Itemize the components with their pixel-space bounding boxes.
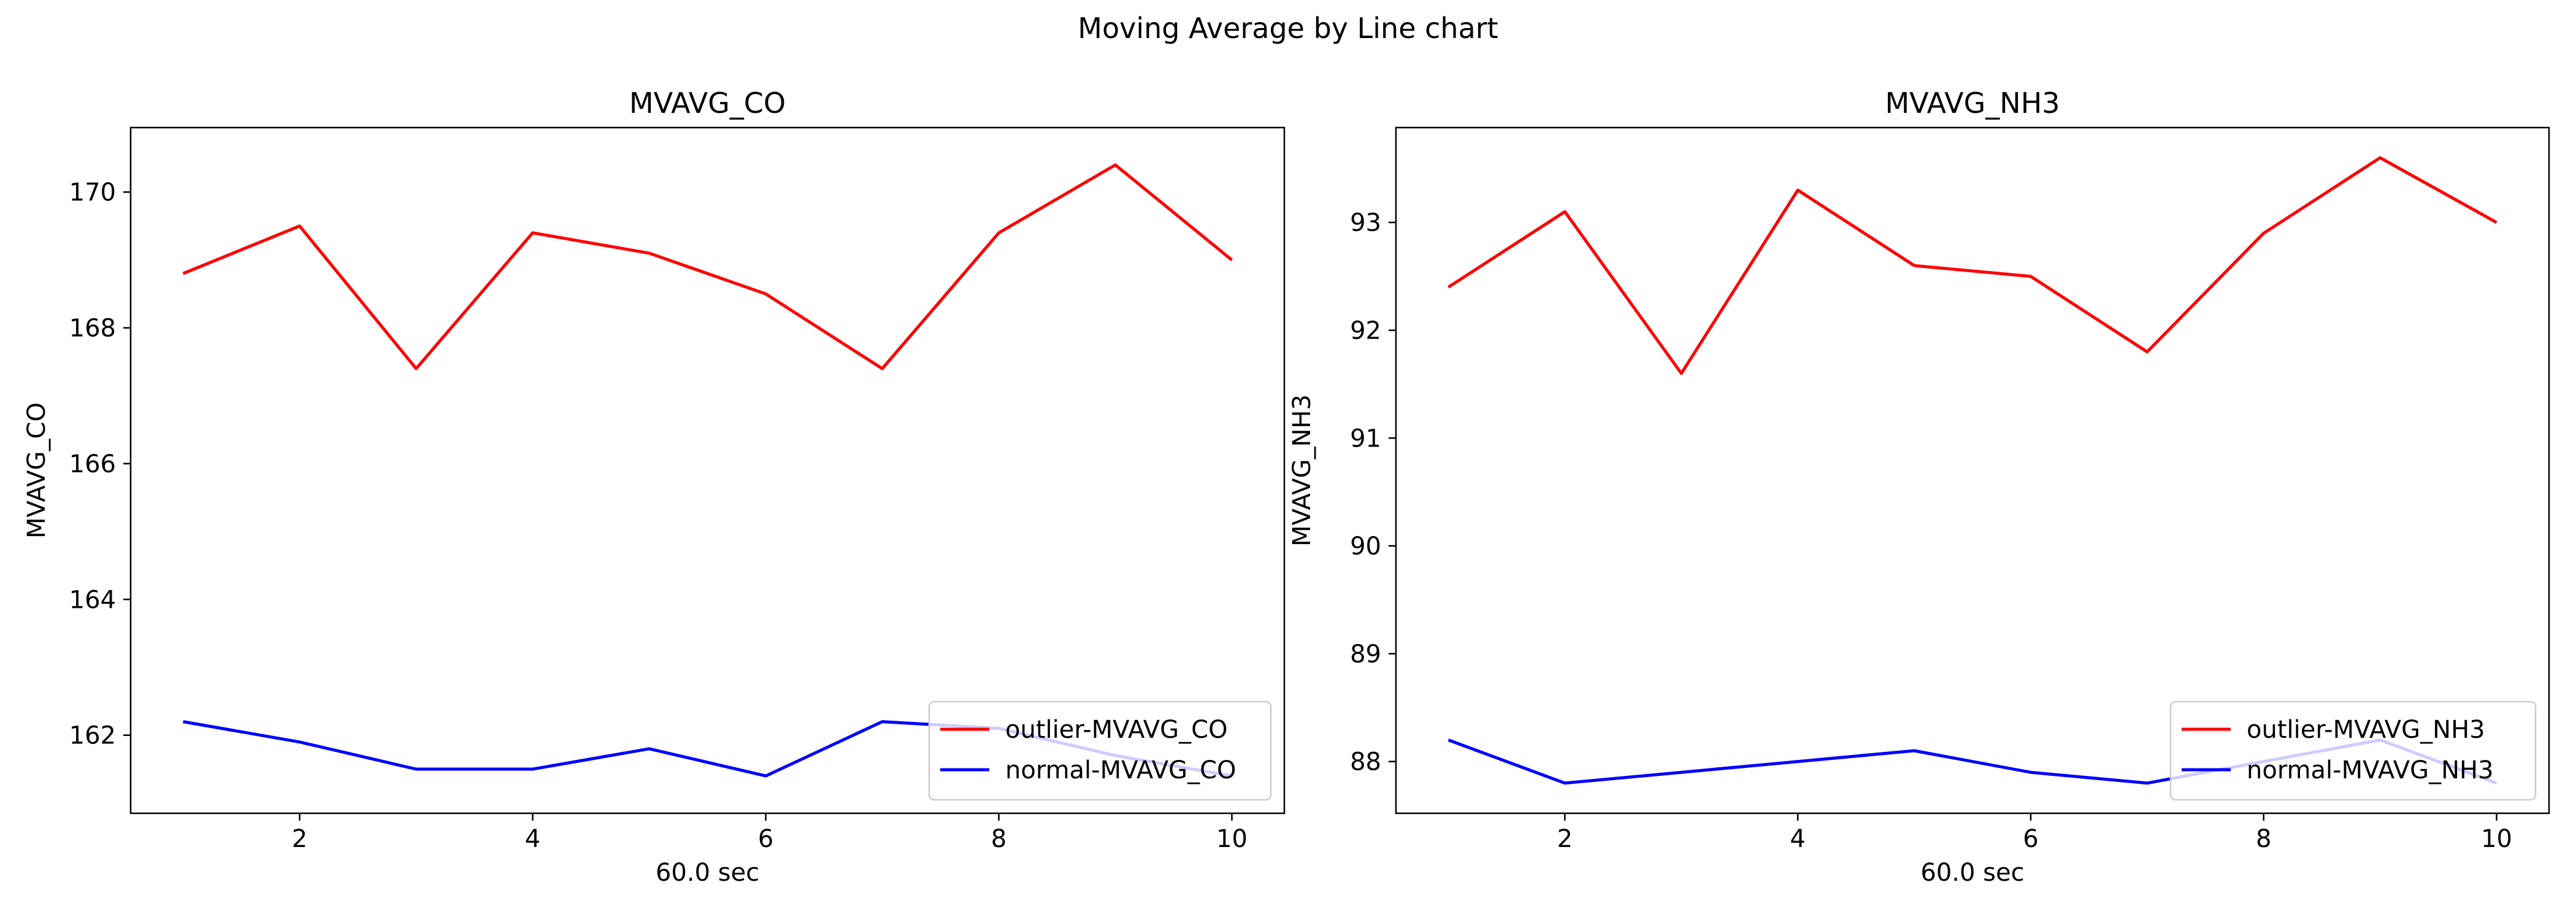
legend-box — [2169, 700, 2537, 801]
x-axis-label: 60.0 sec — [656, 859, 759, 887]
y-tick-label: 166 — [69, 450, 116, 478]
series-line-outlier — [1447, 156, 2497, 375]
legend-box — [928, 700, 1272, 801]
series-line-outlier — [182, 163, 1233, 370]
x-tick-label: 2 — [1557, 825, 1573, 853]
x-tick-label: 4 — [1790, 825, 1805, 853]
plot-area-frame — [1395, 126, 2550, 815]
x-tick-label: 4 — [525, 825, 540, 853]
y-tick-label: 91 — [1350, 424, 1381, 453]
figure-suptitle: Moving Average by Line chart — [1078, 12, 1498, 45]
x-tick-label: 8 — [2256, 825, 2271, 853]
x-tick-label: 2 — [292, 825, 307, 853]
chart-panel-1: MVAVG_CO 2 4 6 8 10 162 164 166 168 170 60.0 sec MVA… — [23, 86, 1286, 887]
x-tick-label: 6 — [2023, 825, 2038, 853]
y-axis-label: MVAVG_CO — [23, 402, 51, 539]
y-tick-label: 162 — [69, 722, 116, 750]
y-tick-label: 168 — [69, 315, 116, 343]
legend-label: normal-MVAVG_CO — [1005, 756, 1236, 784]
x-tick-label: 8 — [991, 825, 1006, 853]
legend-label: normal-MVAVG_NH3 — [2247, 756, 2494, 784]
legend-label: outlier-MVAVG_NH3 — [2247, 716, 2485, 744]
x-tick-label: 10 — [1216, 825, 1248, 853]
y-tick-label: 90 — [1350, 532, 1381, 561]
chart-title: MVAVG_NH3 — [1885, 86, 2060, 120]
y-tick-label: 92 — [1350, 316, 1381, 345]
y-tick-label: 93 — [1350, 209, 1381, 237]
y-tick-label: 164 — [69, 586, 116, 614]
x-tick-label: 6 — [758, 825, 773, 853]
y-axis-label: MVAVG_NH3 — [1288, 394, 1316, 546]
legend: outlier-MVAVG_NH3 normal-MVAVG_NH3 — [2169, 700, 2537, 801]
y-tick-label: 88 — [1350, 748, 1381, 776]
legend-label: outlier-MVAVG_CO — [1005, 716, 1228, 744]
y-tick-label: 170 — [69, 178, 116, 207]
plot-area-frame — [129, 126, 1286, 815]
chart-panel-2: MVAVG_NH3 2 4 6 8 10 88 89 90 91 92 93 60.0 sec MVAVG… — [1288, 86, 2550, 887]
legend: outlier-MVAVG_CO normal-MVAVG_CO — [928, 700, 1272, 801]
y-tick-label: 89 — [1350, 640, 1381, 669]
x-axis-label: 60.0 sec — [1920, 859, 2024, 887]
chart-title: MVAVG_CO — [629, 86, 786, 120]
x-tick-label: 10 — [2481, 825, 2512, 853]
